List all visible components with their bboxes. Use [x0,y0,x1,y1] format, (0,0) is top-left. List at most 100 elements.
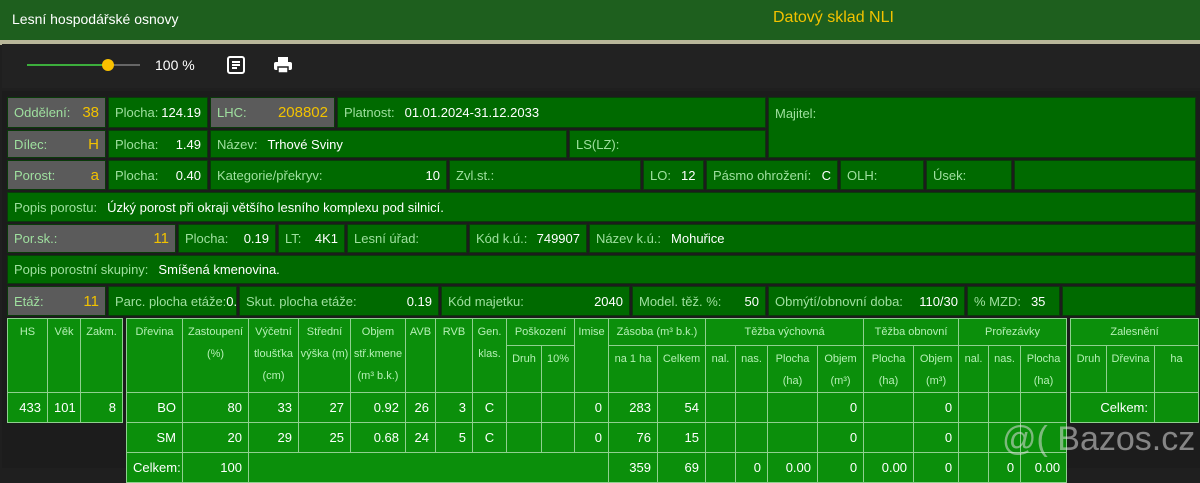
header-imise: Imise [574,318,609,393]
field-olh: OLH: [840,160,924,190]
zoom-slider-thumb[interactable] [102,59,115,71]
field-usek: Úsek: [926,160,1012,190]
header-avb: AVB [405,318,436,393]
field-value: 0.19 [243,231,269,246]
table-cell: 26 [405,392,436,423]
header-hs: HS [7,318,48,393]
table-cell: 15 [657,422,706,453]
field-label: Zvl.st.: [456,167,495,183]
field-value: C [821,167,831,183]
header-na1ha: na 1 ha [608,345,658,393]
field-label: LO: [650,167,671,183]
field-label: % MZD: [974,293,1021,309]
field-parc: Parc. plocha etáže:0.19 [108,286,237,316]
field-value: 12 [680,167,696,183]
field-label: Kód k.ú.: [476,231,528,246]
table-cell [767,392,818,423]
zoom-slider[interactable] [27,59,140,71]
table-cell [705,392,736,423]
field-value: 11 [83,292,99,310]
table-cell: 20 [182,422,249,453]
table-cell: 0 [816,392,865,423]
table-cell: 0 [913,422,960,453]
zalesneni-table: Zalesnění Druh Dřevina ha Celkem: [1070,318,1199,423]
field-value: Úzký porost při okraji většího lesního k… [107,199,444,215]
field-label: LT: [285,231,302,246]
header-rvb: RVB [435,318,473,393]
table-cell [988,392,1022,423]
header-vek: Věk [47,318,81,393]
header-plocha: Plocha (ha) [1020,345,1068,393]
table-cell [735,422,768,453]
header-celkem: Celkem [657,345,706,393]
field-label: Úsek: [933,167,967,183]
watermark: @( Bazos.cz [1002,420,1196,458]
field-value: 208802 [277,104,328,121]
field-value: H [88,135,99,153]
field-label: Oddělení: [14,105,71,120]
cell-hs: 433 [7,392,48,423]
field-value: 2040 [594,293,623,309]
field-label: Název: [217,136,258,152]
table-cell: 27 [298,392,351,423]
field-porost: Porost: a [7,160,106,190]
header-zalesneni: Zalesnění [1070,318,1199,346]
field-value: 4K1 [314,231,338,246]
field-value: 11 [153,230,169,247]
zoom-slider-fill [27,64,109,66]
total-ha [1154,392,1199,423]
header-druh: Druh [506,345,542,393]
header-drevina: Dřevina [1106,345,1155,393]
field-value: 35 [1030,293,1046,309]
field-zvlst: Zvl.st.: [449,160,641,190]
table-row: 433 101 8 [7,392,123,423]
field-label: Lesní úřad: [354,231,420,246]
field-label: OLH: [847,167,878,183]
empty-cell [1062,286,1196,316]
header-nal: nal. [958,345,990,393]
table-cell: C [472,392,507,423]
field-popis-porostu: Popis porostu: Úzký porost při okraji vět… [7,192,1196,222]
table-cell: 80 [182,392,249,423]
field-label: Název k.ú.: [596,231,662,246]
header-tezba-obnovni: Těžba obnovní [863,318,960,346]
field-label: Por.sk.: [14,231,58,246]
table-cell [541,392,575,423]
field-label: Majitel: [775,106,817,121]
table-cell [863,392,915,423]
field-label: Popis porostu: [14,199,98,215]
notes-icon[interactable] [225,54,247,76]
field-pasmo: Pásmo ohrožení: C [706,160,838,190]
table-cell: SM [126,422,183,453]
table-cell [863,422,915,453]
table-cell: 54 [657,392,706,423]
field-etaz: Etáž: 11 [7,286,106,316]
table-cell: 0.68 [350,422,406,453]
total-label: Celkem: [1070,392,1155,423]
header-prorezavky: Prořezávky [958,318,1068,346]
app-header: Lesní hospodářské osnovy Datový sklad NL… [0,0,1200,40]
zoom-value: 100 % [155,57,195,73]
empty-cell [1014,160,1196,190]
print-icon[interactable] [272,54,294,76]
table-cell [541,422,575,453]
map-background [0,40,1200,45]
header-poskozeni: Poškození [506,318,575,346]
field-value: 0.40 [175,167,201,183]
table-cell: 0 [574,422,609,453]
field-lo: LO: 12 [643,160,704,190]
field-lhc: LHC: 208802 [210,97,335,128]
field-plocha4: Plocha: 0.19 [178,224,276,253]
total-row: Celkem: [1070,392,1199,423]
table-cell: 3 [435,392,473,423]
table-cell: 0 [816,422,865,453]
table-cell [705,422,736,453]
field-oddeleni: Oddělení: 38 [7,97,106,128]
field-kategorie: Kategorie/překryv: 10 [210,160,447,190]
table-cell [1020,392,1068,423]
header-vycetni: Výčetní tloušťka (cm) [248,318,299,393]
toolbar: 100 % [2,44,1200,88]
field-nazev: Název: Trhové Sviny [210,130,567,158]
table-cell: 76 [608,422,658,453]
header-zastoupeni: Zastoupení (%) [182,318,249,393]
